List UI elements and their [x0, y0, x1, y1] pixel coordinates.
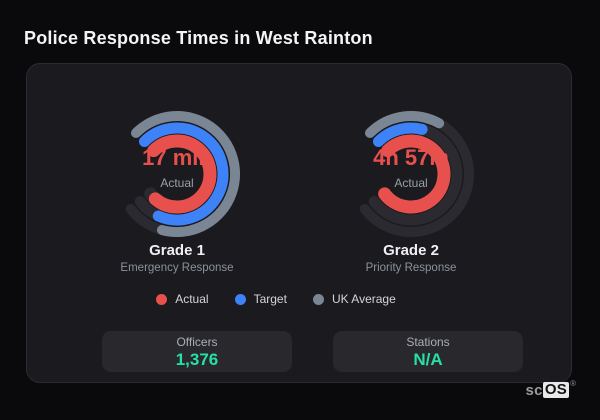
gauge-grade1: 17 min Actual [102, 99, 252, 249]
officers-label: Officers [176, 335, 218, 349]
officers-stat-card: Officers 1,376 [102, 331, 292, 372]
gauge-grade2: 4h 57m Actual [336, 99, 486, 249]
page-title: Police Response Times in West Rainton [24, 28, 373, 48]
chart-legend: Actual Target UK Average [4, 292, 548, 306]
grade2-subtitle: Priority Response [365, 262, 457, 274]
scos-logo-suffix: OS [542, 381, 570, 398]
officers-value: 1,376 [175, 350, 219, 369]
grade1-subtitle: Emergency Response [120, 262, 234, 274]
response-times-panel: 17 min Actual 4h 57m Actual Grade 1 Emer… [26, 63, 572, 383]
gauge-grade2-chart [359, 111, 474, 237]
legend-item-actual[interactable]: Actual [156, 292, 209, 306]
stations-label: Stations [406, 335, 450, 349]
uk-average-dot-icon [312, 293, 324, 305]
stations-value: N/A [413, 350, 443, 369]
legend-uk-average-label: UK Average [331, 292, 396, 306]
scos-logo: sc OS ® [525, 379, 576, 399]
grade2-title: Grade 2 [383, 242, 439, 259]
gauge-grade1-chart [125, 111, 240, 237]
target-dot-icon [234, 293, 246, 305]
registered-trademark-icon: ® [570, 379, 576, 388]
stations-stat-card: Stations N/A [333, 331, 523, 372]
scos-logo-prefix: sc [525, 382, 543, 399]
legend-actual-label: Actual [175, 292, 209, 306]
grade1-label-block: Grade 1 Emergency Response [77, 242, 277, 275]
legend-item-target[interactable]: Target [234, 292, 287, 306]
legend-item-uk-average[interactable]: UK Average [312, 292, 396, 306]
grade1-title: Grade 1 [149, 242, 205, 259]
grade2-label-block: Grade 2 Priority Response [311, 242, 511, 275]
legend-target-label: Target [253, 292, 287, 306]
actual-dot-icon [156, 293, 168, 305]
